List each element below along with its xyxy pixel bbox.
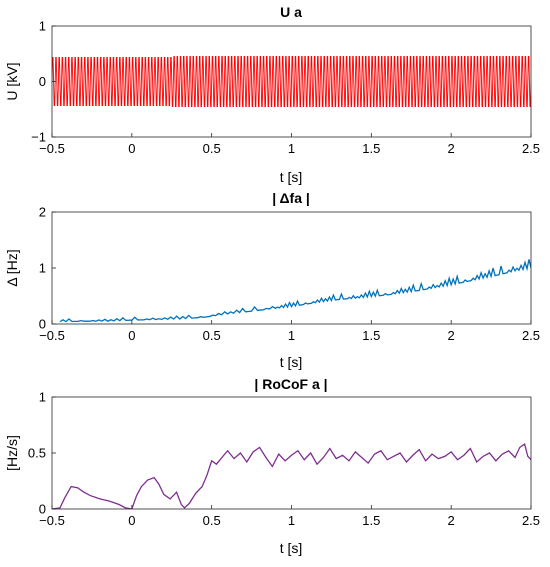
y-tick-label: 0	[39, 317, 46, 332]
x-tick-label: 1	[288, 141, 295, 156]
axes-box	[51, 396, 532, 510]
x-tick-label: −0.5	[39, 328, 65, 343]
y-axis-label: U [kV]	[4, 62, 20, 100]
x-axis-label: t [s]	[280, 354, 303, 370]
x-tick-label: 1.5	[362, 513, 380, 528]
y-tick-label: 0	[39, 502, 46, 517]
series-line-0	[59, 259, 531, 323]
x-tick-label: 2.5	[522, 328, 540, 343]
x-tick-label: −0.5	[39, 513, 65, 528]
y-tick-label: 0.5	[28, 446, 46, 461]
y-tick-label: 1	[39, 261, 46, 276]
y-axis-label: [Hz/s]	[4, 435, 20, 471]
x-tick-label: 0.5	[203, 328, 221, 343]
y-tick-label: 0	[39, 74, 46, 89]
chart-title: | RoCoF a |	[254, 376, 327, 392]
series-layer	[59, 259, 531, 323]
x-axis-label: t [s]	[280, 169, 303, 185]
chart-panel-rocof: | RoCoF a | −0.5 0 0.5 1 1.5 2 2.5 00.51 t [s]…	[4, 376, 540, 556]
x-tick-label: 0.5	[203, 141, 221, 156]
x-tick-label: −0.5	[39, 141, 65, 156]
x-tick-label: 1.5	[362, 328, 380, 343]
series-layer	[52, 442, 531, 509]
x-tick-label: 2.5	[522, 513, 540, 528]
y-tick-label: 1	[39, 19, 46, 34]
x-tick-label: 1	[288, 513, 295, 528]
x-tick-label: 0	[128, 513, 135, 528]
x-tick-label: 1.5	[362, 141, 380, 156]
y-tick-label: −1	[31, 130, 46, 145]
x-tick-label: 1	[288, 328, 295, 343]
x-tick-label: 0	[128, 328, 135, 343]
x-tick-label: 2	[448, 328, 455, 343]
x-tick-label: 2.5	[522, 141, 540, 156]
x-axis-label: t [s]	[280, 540, 303, 556]
y-ticks: 00.51	[28, 390, 56, 517]
chart-title: U a	[280, 4, 302, 20]
chart-panel-frequency-deviation: | Δfa | −0.5 0 0.5 1 1.5 2 2.5 012 t [s] Δ [Hz…	[4, 190, 540, 370]
y-ticks: −1 0 1	[31, 19, 56, 145]
x-ticks: −0.5 0 0.5 1 1.5 2 2.5	[39, 320, 540, 343]
x-ticks: −0.5 0 0.5 1 1.5 2 2.5	[39, 133, 540, 156]
y-tick-label: 2	[39, 205, 46, 220]
series-line-0	[52, 442, 531, 509]
x-tick-label: 0.5	[203, 513, 221, 528]
y-axis-label: Δ [Hz]	[4, 249, 20, 286]
y-ticks: 0 1 2	[39, 205, 56, 332]
x-ticks: −0.5 0 0.5 1 1.5 2 2.5	[39, 505, 540, 528]
chart-title: | Δfa |	[272, 190, 310, 206]
y-tick-label: 1	[39, 390, 46, 405]
x-tick-label: 2	[448, 513, 455, 528]
x-tick-label: 0	[128, 141, 135, 156]
chart-panel-voltage: U a −0.5 0 0.5 1 1.5 2 2.5 −1 0 1 t [s] U [kV]	[4, 4, 540, 185]
series-layer	[52, 56, 531, 107]
x-tick-label: 2	[448, 141, 455, 156]
series-line-0	[52, 56, 531, 107]
